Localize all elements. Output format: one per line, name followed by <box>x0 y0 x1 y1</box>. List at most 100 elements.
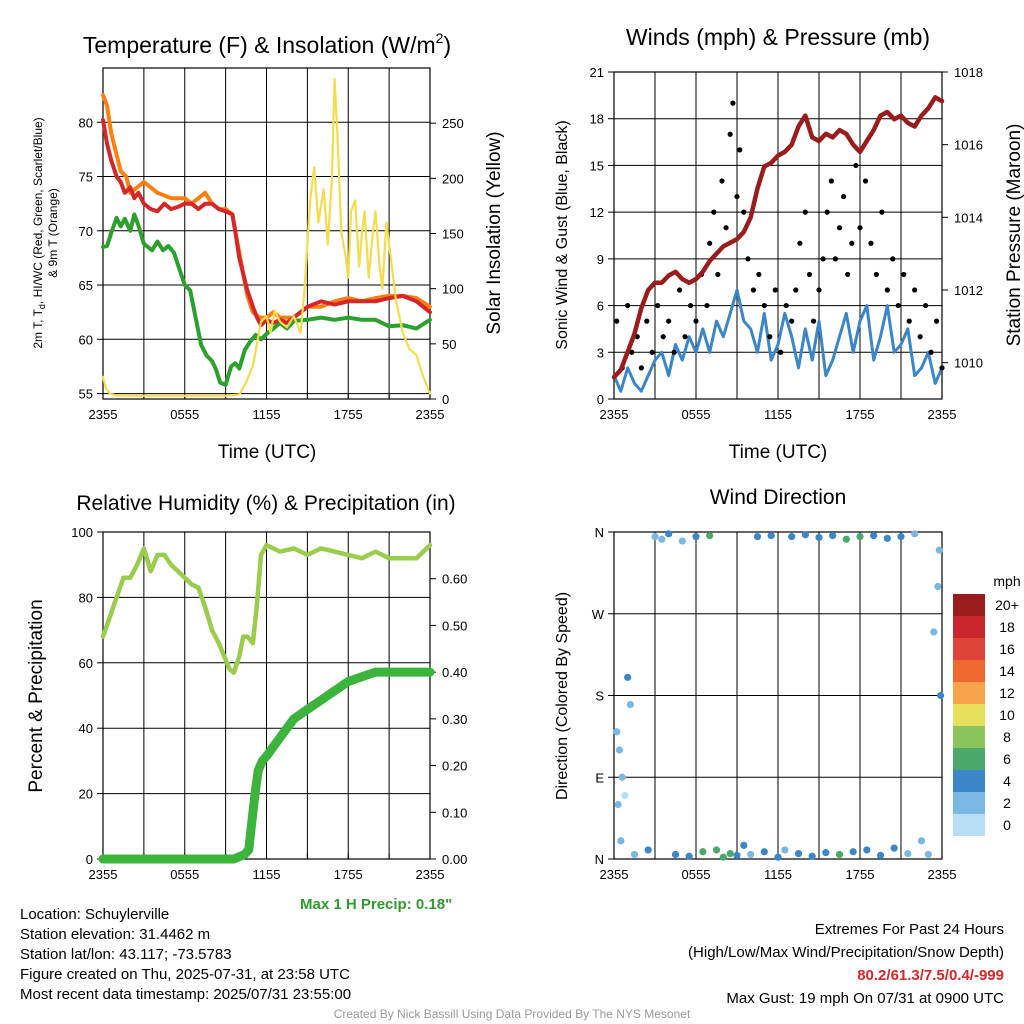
y-tick-label: S <box>595 689 604 704</box>
direction-point <box>883 534 891 542</box>
gust-point <box>928 349 934 355</box>
y-axis-label-right: Solar Insolation (Yellow) <box>484 131 505 334</box>
chart-title: Temperature (F) & Insolation (W/m2) <box>83 30 451 58</box>
x-tick-label: 0555 <box>170 407 199 422</box>
colorbar-label: 10 <box>999 707 1015 723</box>
colorbar-swatch <box>953 726 985 748</box>
gust-point <box>629 349 635 355</box>
colorbar-label: 18 <box>999 619 1015 635</box>
direction-point <box>815 533 823 542</box>
y-tick-label-right: 0.10 <box>442 805 467 820</box>
extremes-values: 80.2/61.3/7.5/0.4/-999 <box>857 967 1004 984</box>
y-tick-label-right: 0.40 <box>442 665 467 680</box>
gust-point <box>723 225 729 231</box>
colorbar-swatch <box>953 814 985 836</box>
direction-point <box>781 846 789 854</box>
gust-point <box>884 287 890 293</box>
gust-point <box>750 287 757 293</box>
direction-point <box>767 532 775 540</box>
series-line <box>101 212 432 387</box>
direction-point <box>890 844 898 852</box>
plot-frame <box>613 71 943 400</box>
station-info: Location: Schuylerville Station elevatio… <box>20 905 351 1005</box>
y-tick-label: 65 <box>79 278 93 293</box>
y-axis-label: Percent & Precipitation <box>26 599 47 792</box>
colorbar-swatch <box>953 660 985 682</box>
gust-point <box>849 240 855 246</box>
direction-point <box>934 582 942 591</box>
direction-point <box>788 532 796 541</box>
chart-title: Relative Humidity (%) & Precipitation (i… <box>76 492 455 515</box>
y-tick-label: 6 <box>597 299 604 314</box>
winds-chart: 2355 0555 1155 1755 235503691215182110101012… <box>554 24 1024 463</box>
y-tick-label-right: 0 <box>442 392 449 407</box>
y-tick-label: N <box>595 852 604 867</box>
gust-point <box>890 256 896 262</box>
gust-point <box>614 318 620 324</box>
gust-point <box>778 349 784 355</box>
series-line <box>101 118 432 328</box>
colorbar-swatch <box>953 682 985 704</box>
y-tick-label-right: 1018 <box>954 65 983 80</box>
direction-point <box>856 532 864 541</box>
direction-point <box>617 837 625 845</box>
direction-point <box>712 846 721 854</box>
wind-line <box>612 288 944 393</box>
gust-point <box>939 365 945 371</box>
gust-point <box>797 240 803 246</box>
latlon-text: Station lat/lon: 43.117; -73.5783 <box>20 946 232 963</box>
chart-title-main: Temperature (F) & Insolation (W/m <box>83 32 436 58</box>
x-tick-label: 0555 <box>170 867 199 882</box>
gust-point <box>660 334 666 340</box>
gust-point <box>644 318 650 324</box>
gust-point <box>873 271 880 278</box>
y-tick-label: 40 <box>79 721 93 736</box>
gust-point <box>912 287 918 293</box>
gust-point <box>727 131 733 137</box>
direction-point <box>621 791 629 800</box>
direction-point <box>615 746 624 754</box>
y-tick-label-right: 1012 <box>954 283 983 298</box>
gust-point <box>737 147 743 153</box>
colorbar-swatch <box>953 594 985 616</box>
y-tick-label-right: 0.50 <box>442 618 467 633</box>
gust-point <box>772 287 778 293</box>
gust-point <box>923 302 929 309</box>
colorbar-swatch <box>953 792 985 814</box>
y-tick-label: W <box>592 607 605 622</box>
precip-line <box>98 667 435 864</box>
direction-point <box>801 531 809 539</box>
y-tick-label: 80 <box>79 590 93 605</box>
gust-point <box>862 178 869 184</box>
humidity-line <box>100 542 433 675</box>
x-axis-label: Time (UTC) <box>729 442 828 463</box>
y-tick-label-right: 0.30 <box>442 712 467 727</box>
gust-point <box>857 225 863 231</box>
max-precip-annotation: Max 1 H Precip: 0.18" <box>300 896 453 913</box>
gust-point <box>832 256 839 262</box>
y-tick-label-right: 1014 <box>954 210 983 225</box>
pressure-line <box>611 95 945 380</box>
extremes-title: Extremes For Past 24 Hours <box>814 921 1004 938</box>
x-tick-label: 1755 <box>846 867 875 882</box>
direction-point <box>706 532 714 540</box>
direction-point <box>917 837 926 845</box>
gust-point <box>789 318 795 324</box>
y-tick-label: N <box>595 525 604 540</box>
gust-point <box>649 349 655 355</box>
gust-point <box>828 178 834 184</box>
gust-point <box>719 178 725 184</box>
direction-point <box>747 850 755 859</box>
y-tick-label: 9 <box>597 252 604 267</box>
y-axis-label: Direction (Colored By Speed) <box>554 592 571 800</box>
direction-point <box>685 852 693 860</box>
temperature-chart: 2355 0555 1155 1755 2355 55 60 65 70 75 80 0 50 100 15… <box>31 30 505 463</box>
y-tick-label-right: 0.00 <box>442 852 467 867</box>
gust-point <box>806 271 813 278</box>
gust-point <box>810 318 817 324</box>
direction-point <box>624 673 632 681</box>
direction-point <box>937 691 945 700</box>
gust-point <box>671 349 677 355</box>
